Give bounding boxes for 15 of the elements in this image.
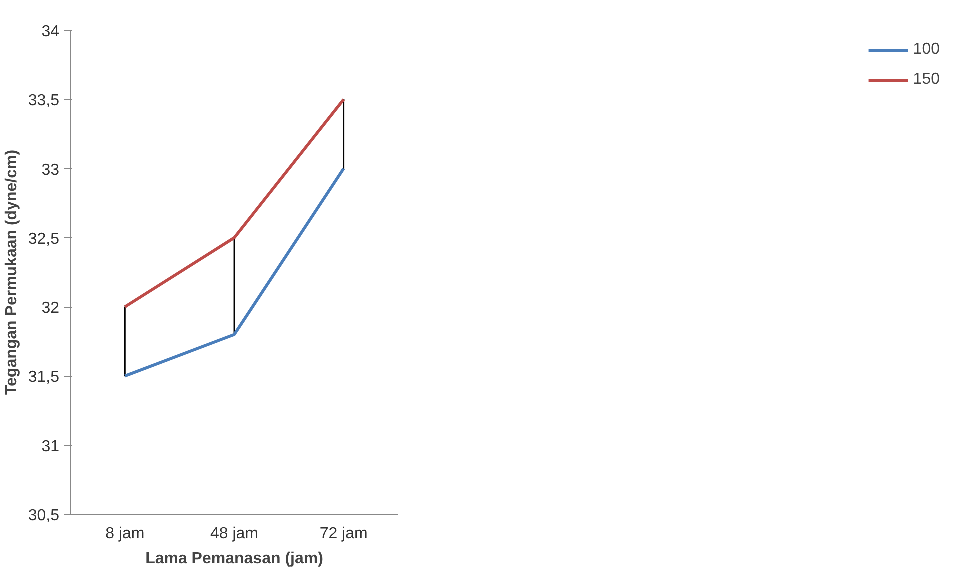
x-tick-label: 48 jam [210, 526, 259, 542]
y-tick-label: 33 [42, 162, 60, 179]
y-tick-label: 31 [42, 438, 60, 456]
y-tick-label: 34 [42, 24, 60, 40]
x-tick-label: 72 jam [320, 526, 368, 542]
y-tick-label: 31,5 [28, 369, 60, 386]
x-axis-title: Lama Pemanasan (jam) [146, 550, 324, 568]
legend-label: 150 [913, 71, 940, 89]
y-axis-title: Tegangan Permukaan (dyne/cm) [3, 150, 20, 396]
y-tick-label: 32,5 [28, 230, 60, 248]
y-tick-label: 30,5 [28, 508, 60, 524]
x-tick-label: 8 jam [106, 526, 145, 542]
legend-label: 100 [913, 41, 940, 59]
y-tick-label: 32 [42, 300, 60, 318]
y-tick-label: 33,5 [28, 92, 60, 110]
